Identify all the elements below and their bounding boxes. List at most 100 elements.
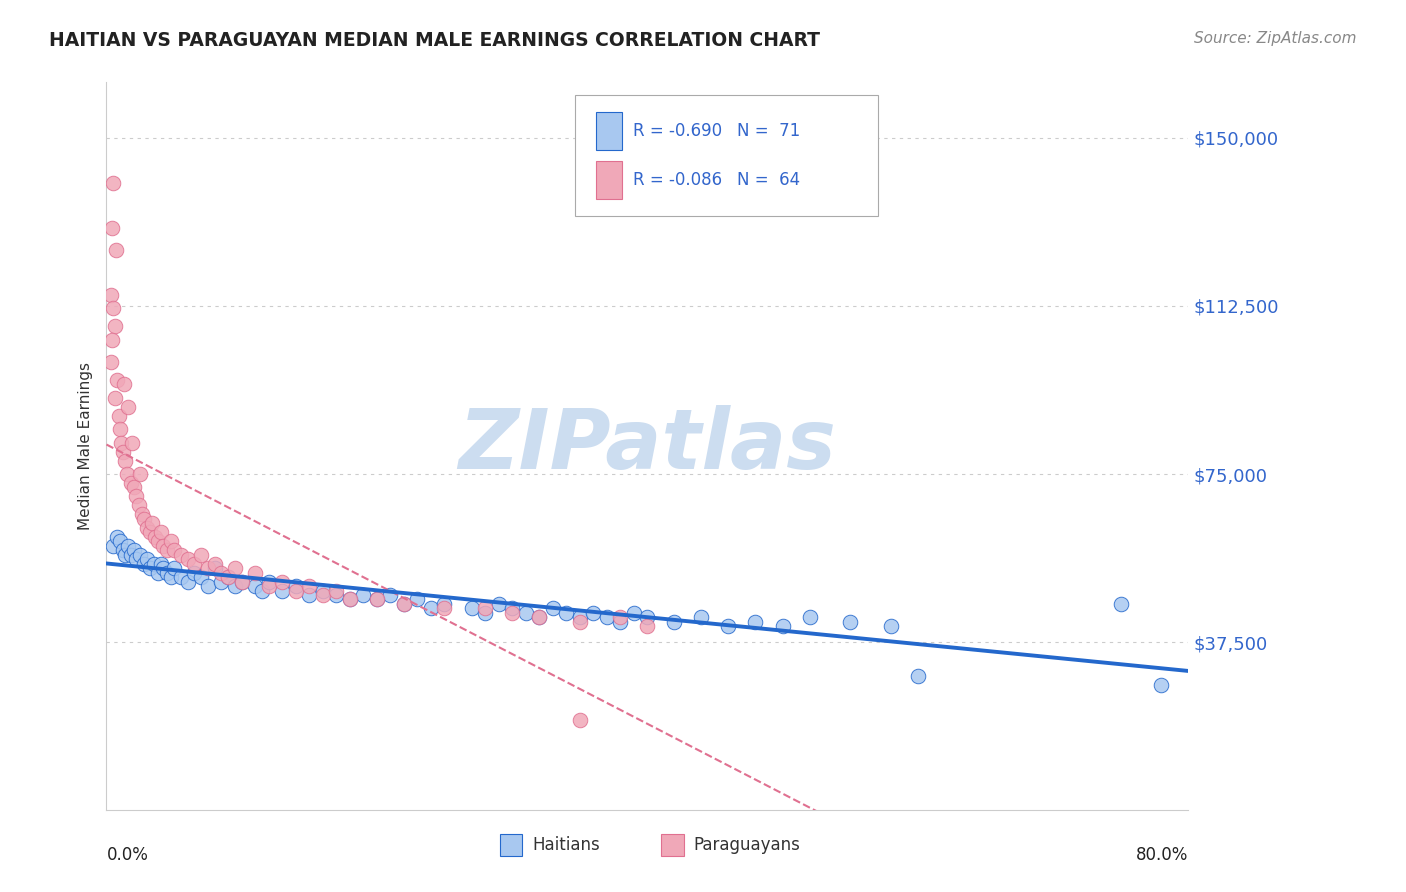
Point xyxy=(101,333,124,347)
Point xyxy=(352,588,374,602)
Point xyxy=(217,570,239,584)
Point xyxy=(160,534,183,549)
Point xyxy=(460,601,482,615)
Point xyxy=(156,543,179,558)
Point xyxy=(392,597,415,611)
Point xyxy=(125,552,148,566)
Point xyxy=(103,176,125,190)
Point xyxy=(257,579,280,593)
Point xyxy=(103,301,125,316)
Point xyxy=(224,579,246,593)
Point xyxy=(488,597,510,611)
Point xyxy=(100,287,122,301)
Point xyxy=(907,668,929,682)
Point xyxy=(129,548,152,562)
Point xyxy=(257,574,280,589)
Point xyxy=(190,548,212,562)
Point xyxy=(325,588,347,602)
Point xyxy=(209,574,232,589)
Point xyxy=(582,606,605,620)
Y-axis label: Median Male Earnings: Median Male Earnings xyxy=(79,362,93,530)
Point xyxy=(690,610,713,624)
Point xyxy=(149,525,172,540)
Point xyxy=(103,539,125,553)
Point xyxy=(501,601,523,615)
Point xyxy=(325,583,347,598)
Point xyxy=(217,570,239,584)
Point xyxy=(474,606,496,620)
Point xyxy=(138,525,160,540)
Point xyxy=(744,615,766,629)
Point xyxy=(141,516,163,531)
Text: R = -0.690: R = -0.690 xyxy=(633,122,723,140)
Point xyxy=(284,579,307,593)
Point xyxy=(117,400,139,414)
Point xyxy=(146,534,169,549)
Point xyxy=(152,561,174,575)
Point xyxy=(190,570,212,584)
Point xyxy=(136,521,159,535)
Point xyxy=(129,467,152,481)
Point xyxy=(250,583,273,598)
Point xyxy=(197,561,219,575)
Point xyxy=(609,610,631,624)
Point xyxy=(339,592,361,607)
Point xyxy=(183,557,205,571)
Text: 80.0%: 80.0% xyxy=(1136,846,1188,863)
Point xyxy=(204,557,226,571)
Point xyxy=(609,615,631,629)
Point xyxy=(839,615,862,629)
Text: HAITIAN VS PARAGUAYAN MEDIAN MALE EARNINGS CORRELATION CHART: HAITIAN VS PARAGUAYAN MEDIAN MALE EARNIN… xyxy=(49,31,820,50)
Point xyxy=(420,601,443,615)
Point xyxy=(120,548,142,562)
Point xyxy=(245,579,267,593)
Point xyxy=(245,566,267,580)
Text: N =  64: N = 64 xyxy=(737,171,800,189)
Point xyxy=(134,512,156,526)
Text: Paraguayans: Paraguayans xyxy=(693,837,800,855)
Point xyxy=(105,373,128,387)
Point xyxy=(406,592,429,607)
Point xyxy=(568,615,591,629)
Point xyxy=(104,243,127,257)
Point xyxy=(312,583,335,598)
Point xyxy=(110,435,132,450)
Point xyxy=(108,534,131,549)
Point xyxy=(134,557,156,571)
Point xyxy=(114,453,136,467)
Point xyxy=(146,566,169,580)
Point xyxy=(163,543,186,558)
Point xyxy=(271,583,294,598)
Point xyxy=(339,592,361,607)
Point xyxy=(152,539,174,553)
Point xyxy=(284,583,307,598)
Point xyxy=(636,619,658,633)
Point xyxy=(380,588,402,602)
Point xyxy=(1109,597,1132,611)
Point xyxy=(772,619,794,633)
Point xyxy=(122,543,145,558)
Point xyxy=(107,409,129,423)
Point xyxy=(271,574,294,589)
Point xyxy=(204,561,226,575)
Point xyxy=(163,561,186,575)
Point xyxy=(170,548,193,562)
Point xyxy=(636,610,658,624)
Point xyxy=(160,570,183,584)
Point xyxy=(366,592,388,607)
Text: N =  71: N = 71 xyxy=(737,122,800,140)
Point xyxy=(117,539,139,553)
Point xyxy=(197,579,219,593)
Point xyxy=(298,588,321,602)
Point xyxy=(125,490,148,504)
Point xyxy=(103,319,125,334)
Text: R = -0.086: R = -0.086 xyxy=(633,171,723,189)
Point xyxy=(527,610,550,624)
Point xyxy=(1150,678,1173,692)
Point xyxy=(114,548,136,562)
Point xyxy=(209,566,232,580)
Point xyxy=(128,499,150,513)
Point xyxy=(879,619,901,633)
Text: ZIPatlas: ZIPatlas xyxy=(458,406,837,486)
Point xyxy=(433,601,456,615)
